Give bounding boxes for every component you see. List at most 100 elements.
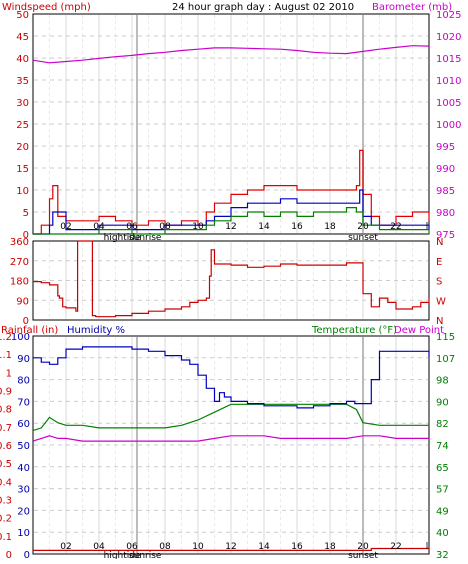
wind-y-tick-label: 30 [16,98,29,109]
x-tick-label: 16 [291,542,303,552]
x-tick-label: 14 [258,542,270,552]
rain-y-tick-label: 1 [6,368,12,379]
compass-tick-label: N [436,237,443,248]
wind-y-tick-label: 10 [16,186,29,197]
x-tick-label: 06 [126,222,138,232]
wind-y-tick-label: 5 [23,208,29,219]
panel3-sunrise-label: sunrise [129,551,162,559]
x-tick-label: 04 [93,542,105,552]
series-layer [32,45,430,551]
rain-y-tick-label: 0.5 [0,459,12,470]
temperature-line [32,403,429,432]
temperature-y-tick-label: 82 [436,419,449,430]
humidity-y-tick-label: 60 [17,419,30,430]
x-tick-label: 08 [159,222,171,232]
windspeed-axis-title: Windspeed (mph) [2,2,91,13]
rainfall-axis-title: Rainfall (in) [1,325,58,336]
x-tick-label: 12 [225,542,236,552]
barometer-line [32,45,430,64]
wind-y-tick-label: 20 [16,142,29,153]
x-tick-label: l [426,222,429,232]
rain-y-tick-label: 0.4 [0,477,12,488]
rain-y-tick-label: 0.6 [0,441,12,452]
barometer-y-tick-label: 1025 [436,10,461,21]
humidity-y-tick-label: 0 [24,550,30,559]
direction-y-tick-label: 90 [16,296,29,307]
wind-y-tick-label: 35 [16,76,29,87]
temperature-y-tick-label: 32 [436,550,449,559]
barometer-y-tick-label: 1005 [436,98,461,109]
panel1-sunset-label: sunset [348,233,378,243]
temperature-y-tick-label: 40 [436,528,449,539]
x-tick-label: 10 [192,222,204,232]
humidity-y-tick-label: 20 [17,506,30,517]
direction-y-tick-label: 360 [10,237,29,248]
barometer-y-tick-label: 995 [436,142,455,153]
x-tick-label: 02 [60,542,71,552]
axes-layer: 0510152025303540455097598098599099510001… [0,10,461,561]
barometer-y-tick-label: 1015 [436,54,461,65]
compass-tick-label: N [436,316,443,327]
humidity-y-tick-label: 40 [17,463,30,474]
panel3-sunset-label: sunset [348,551,378,559]
x-tick-label: 16 [291,222,303,232]
barometer-y-tick-label: 1000 [436,120,461,131]
barometer-y-tick-label: 975 [436,230,455,241]
humidity-y-tick-label: 50 [17,441,30,452]
compass-tick-label: S [436,277,442,288]
temperature-y-tick-label: 115 [436,332,455,343]
dewpoint-line [32,435,429,442]
humidity-y-tick-label: 30 [17,485,30,496]
panel1-sunrise-label: sunrise [129,233,162,243]
rain-y-tick-label: 0.8 [0,405,12,416]
x-tick-label: 14 [258,222,270,232]
temperature-y-tick-label: 98 [436,376,449,387]
temperature-y-tick-label: 57 [436,485,449,496]
barometer-y-tick-label: 1010 [436,76,461,87]
wind-y-tick-label: 25 [16,120,29,131]
panel3-hightide-label: hightide [104,551,141,559]
rain-y-tick-label: 1.1 [0,350,12,361]
x-tick-label: 08 [159,542,171,552]
barometer-axis-title: Barometer (mb) [372,2,452,13]
rainfall-line [33,547,429,551]
barometer-y-tick-label: 990 [436,164,455,175]
x-tick-label: 04 [93,222,105,232]
direction-y-tick-label: 0 [23,316,29,327]
humidity-y-tick-label: 70 [17,397,30,408]
rain-y-tick-label: 0.3 [0,496,12,507]
direction-y-tick-label: 180 [10,277,29,288]
humidity-y-tick-label: 100 [11,332,30,343]
compass-tick-label: W [436,296,446,307]
humidity-line [33,346,430,409]
temperature-axis-title: Temperature (°F) [311,325,397,336]
x-tick-label: 18 [324,542,336,552]
rain-y-tick-label: 0.1 [0,532,12,543]
wind-y-tick-label: 40 [16,54,29,65]
wind-y-tick-label: 15 [16,164,29,175]
humidity-y-tick-label: 80 [17,376,30,387]
chart-title: 24 hour graph day : August 02 2010 [172,2,354,13]
x-tick-label: 22 [390,222,401,232]
wind-y-tick-label: 50 [16,10,29,21]
wind-avg-line [33,189,430,235]
x-tick-label: 12 [225,222,236,232]
rain-y-tick-label: 0.2 [0,514,12,525]
direction-y-tick-label: 270 [10,257,29,268]
rain-y-tick-label: 0.9 [0,387,12,398]
x-tick-label: 22 [390,542,401,552]
x-tick-label: 20 [357,222,369,232]
temperature-y-tick-label: 65 [436,463,449,474]
rain-y-tick-label: 1.2 [0,332,12,343]
barometer-y-tick-label: 980 [436,208,455,219]
temperature-y-tick-label: 107 [436,354,455,365]
x-tick-label: 10 [192,542,204,552]
x-tick-label: 02 [60,222,71,232]
panel1-hightide-label: hightide [104,233,141,243]
temperature-y-tick-label: 74 [436,441,449,452]
temperature-y-tick-label: 49 [436,506,449,517]
barometer-y-tick-label: 985 [436,186,455,197]
wind-y-tick-label: 0 [23,230,29,241]
